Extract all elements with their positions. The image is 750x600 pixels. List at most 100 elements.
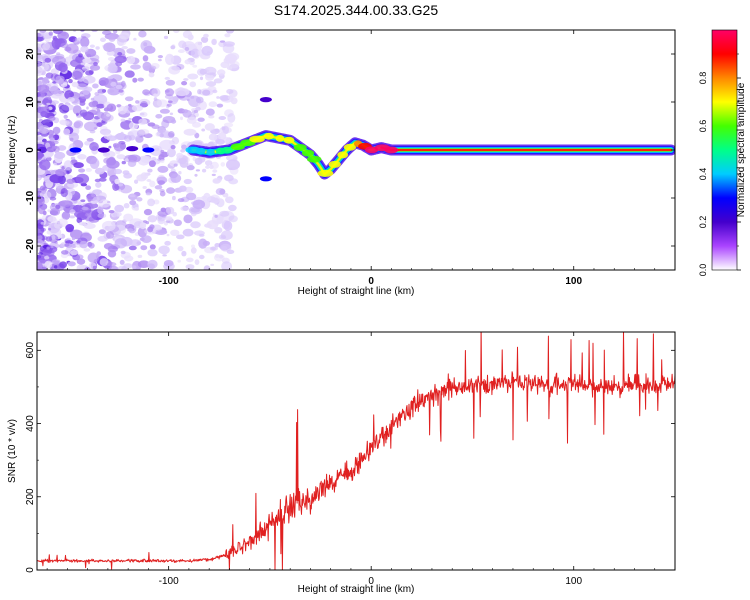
- spectrogram-noise-blob: [156, 99, 168, 108]
- spectrogram-noise-blob: [108, 156, 116, 163]
- spectrogram-noise-blob: [39, 92, 46, 98]
- spectrogram-noise-blob: [44, 255, 50, 260]
- spectrogram-y-axis-label: Frequency (Hz): [7, 116, 18, 185]
- spectrogram-noise-blob: [157, 217, 165, 225]
- spectrogram-noise-blob: [37, 224, 45, 236]
- spectrogram-y-tick-label: 10: [25, 96, 36, 108]
- spectrogram-noise-blob: [159, 133, 164, 138]
- spectrogram-noise-blob: [39, 30, 47, 34]
- spectrogram-noise-blob: [128, 245, 137, 251]
- spectrogram-noise-blob: [58, 62, 68, 73]
- spectrogram-noise-blob: [173, 163, 178, 167]
- ridge-blob: [337, 151, 349, 159]
- spectrogram-noise-blob: [116, 35, 127, 46]
- spectrogram-noise-blob: [107, 76, 114, 80]
- ridge-blob: [317, 169, 334, 177]
- spectrogram-noise-blob: [145, 221, 150, 225]
- spectrogram-noise-blob: [82, 87, 91, 95]
- spectrogram-noise-blob: [130, 64, 141, 70]
- spectrogram-noise-blob: [157, 165, 169, 173]
- spectrogram-noise-blob: [71, 81, 79, 88]
- spectrogram-noise-blob: [37, 239, 44, 247]
- spectrogram-noise-blob: [80, 45, 89, 53]
- spectrogram-noise-blob: [85, 168, 93, 172]
- spectrogram-noise-blob: [123, 203, 130, 209]
- spectrogram-noise-blob: [106, 113, 111, 117]
- spectrogram-noise-blob: [51, 140, 59, 145]
- snr-y-axis-label: SNR (10 * v/v): [7, 419, 18, 483]
- spectrogram-noise-blob: [77, 154, 87, 160]
- spectrogram-noise-blob: [173, 219, 182, 227]
- spectrogram-noise-blob: [106, 103, 117, 112]
- spectrogram-noise-blob: [53, 112, 57, 115]
- spectrogram-noise-blob: [88, 242, 95, 249]
- spectrogram-noise-blob: [67, 261, 76, 267]
- spectrogram-noise-blob: [219, 95, 231, 101]
- spectrogram-noise-blob: [142, 89, 150, 96]
- colorbar-label: Normalized spectral amplitude: [736, 82, 747, 217]
- spectrogram-noise-blob: [86, 137, 94, 142]
- snr-y-tick-label: 600: [25, 342, 36, 359]
- spectrogram-noise-blob: [196, 68, 206, 76]
- spectrogram-noise-blob: [149, 244, 156, 250]
- spectrogram-noise-blob: [177, 49, 185, 53]
- spectrogram-noise-blob: [216, 103, 224, 108]
- spectrogram-noise-blob: [219, 210, 230, 217]
- spectrogram-noise-blob: [162, 254, 167, 257]
- spectrogram-noise-blob: [85, 70, 94, 76]
- spectrogram-noise-blob: [51, 37, 61, 49]
- snr-y-tick-label: 0: [25, 567, 36, 573]
- spectrogram-noise-blob: [183, 214, 193, 224]
- spectrogram-noise-blob: [181, 144, 187, 150]
- spectrogram-noise-blob: [165, 79, 176, 86]
- spectrogram-noise-blob: [201, 36, 209, 43]
- spectrogram-noise-blob: [165, 53, 175, 65]
- spectrogram-noise-blob: [97, 213, 107, 219]
- colorbar: 0.0 0.2 0.4 0.6 0.8 Normalized spectral ampl…: [698, 29, 747, 276]
- spectrogram-noise-blob: [47, 209, 51, 212]
- spectrogram-noise-blob: [53, 265, 58, 269]
- spectrogram-noise-blob: [96, 251, 101, 256]
- spectrogram-noise-blob: [41, 78, 48, 85]
- spectrogram-noise-blob: [46, 246, 50, 250]
- spectrogram-noise-blob: [164, 76, 170, 80]
- ridge-blob: [275, 134, 285, 142]
- ridge-blob: [328, 160, 341, 168]
- spectrogram-noise-blob: [78, 53, 83, 58]
- spectrogram-noise-blob: [48, 227, 52, 231]
- spectrogram-noise-blob: [214, 243, 221, 248]
- spectrogram-noise-blob: [112, 30, 118, 34]
- spectrogram-noise-blob: [82, 68, 88, 71]
- spectrogram-noise-blob: [88, 101, 98, 108]
- snr-x-tick-label: 100: [565, 576, 582, 587]
- spectrogram-noise-blob: [68, 132, 79, 143]
- spectrogram-noise-blob: [214, 227, 223, 234]
- spectrogram-noise-blob: [166, 148, 176, 158]
- spectrogram-noise-blob: [184, 46, 190, 51]
- spectrogram-noise-blob: [148, 72, 155, 78]
- spectrogram-noise-blob: [209, 194, 221, 204]
- isolated-feature: [259, 176, 272, 182]
- figure-title: S174.2025.344.00.33.G25: [274, 2, 438, 18]
- spectrogram-noise-blob: [113, 168, 123, 175]
- spectrogram-noise-blob: [205, 74, 215, 81]
- spectrogram-noise-blob: [76, 258, 86, 265]
- spectrogram-noise-blob: [224, 174, 234, 182]
- spectrogram-noise-blob: [212, 177, 222, 183]
- spectrogram-noise-blob: [226, 159, 240, 171]
- spectrogram-y-axis: -20 -10 0 10 20: [25, 48, 675, 253]
- spectrogram-noise-blob: [92, 265, 97, 270]
- spectrogram-noise-blob: [89, 64, 101, 71]
- spectrogram-noise-blob: [202, 240, 210, 246]
- spectrogram-noise-blob: [191, 244, 195, 249]
- spectrogram-noise-blob: [98, 229, 106, 235]
- spectrogram-noise-blob: [63, 160, 73, 171]
- spectrogram-noise-blob: [203, 265, 211, 270]
- spectrogram-noise-blob: [103, 243, 114, 250]
- spectrogram-noise-blob: [106, 50, 115, 56]
- ridge-blob: [196, 147, 206, 155]
- spectrogram-noise-blob: [202, 89, 211, 96]
- spectrogram-noise-blob: [63, 174, 73, 180]
